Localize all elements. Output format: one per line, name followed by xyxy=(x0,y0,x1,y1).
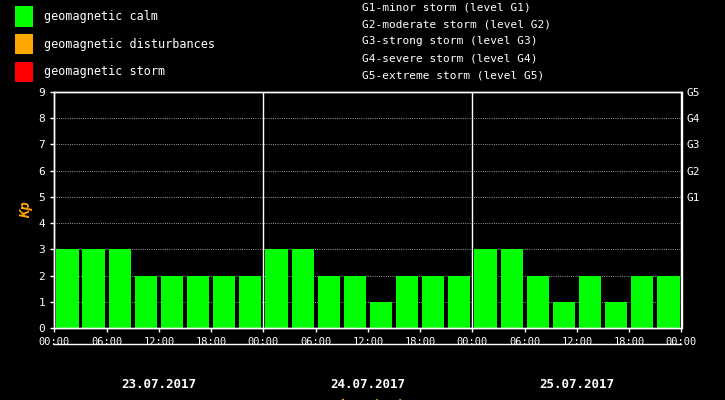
Text: G5-extreme storm (level G5): G5-extreme storm (level G5) xyxy=(362,70,544,80)
Bar xyxy=(474,249,497,328)
Text: geomagnetic disturbances: geomagnetic disturbances xyxy=(44,38,215,51)
Bar xyxy=(57,249,78,328)
Bar xyxy=(265,249,288,328)
Text: 23.07.2017: 23.07.2017 xyxy=(121,378,196,391)
Bar xyxy=(318,276,340,328)
Text: 24.07.2017: 24.07.2017 xyxy=(331,378,405,391)
FancyBboxPatch shape xyxy=(14,62,33,82)
Text: G4-severe storm (level G4): G4-severe storm (level G4) xyxy=(362,54,538,64)
Text: geomagnetic calm: geomagnetic calm xyxy=(44,10,157,23)
Bar xyxy=(500,249,523,328)
Bar xyxy=(396,276,418,328)
Bar xyxy=(605,302,627,328)
Bar xyxy=(658,276,679,328)
Bar xyxy=(239,276,262,328)
Bar xyxy=(448,276,471,328)
Bar xyxy=(291,249,314,328)
Bar xyxy=(422,276,444,328)
Text: 25.07.2017: 25.07.2017 xyxy=(539,378,615,391)
Bar xyxy=(135,276,157,328)
Bar xyxy=(83,249,104,328)
Text: G1-minor storm (level G1): G1-minor storm (level G1) xyxy=(362,2,531,12)
Text: Time (UT): Time (UT) xyxy=(331,399,405,400)
Bar xyxy=(631,276,653,328)
Bar xyxy=(344,276,366,328)
Bar xyxy=(187,276,210,328)
Text: G3-strong storm (level G3): G3-strong storm (level G3) xyxy=(362,36,538,46)
Bar xyxy=(213,276,236,328)
Bar xyxy=(526,276,549,328)
Y-axis label: Kp: Kp xyxy=(19,202,33,218)
Bar xyxy=(579,276,601,328)
Bar xyxy=(370,302,392,328)
Text: G2-moderate storm (level G2): G2-moderate storm (level G2) xyxy=(362,19,552,29)
Bar xyxy=(109,249,130,328)
FancyBboxPatch shape xyxy=(14,6,33,27)
Text: geomagnetic storm: geomagnetic storm xyxy=(44,65,165,78)
FancyBboxPatch shape xyxy=(14,34,33,54)
Bar xyxy=(552,302,575,328)
Bar xyxy=(161,276,183,328)
